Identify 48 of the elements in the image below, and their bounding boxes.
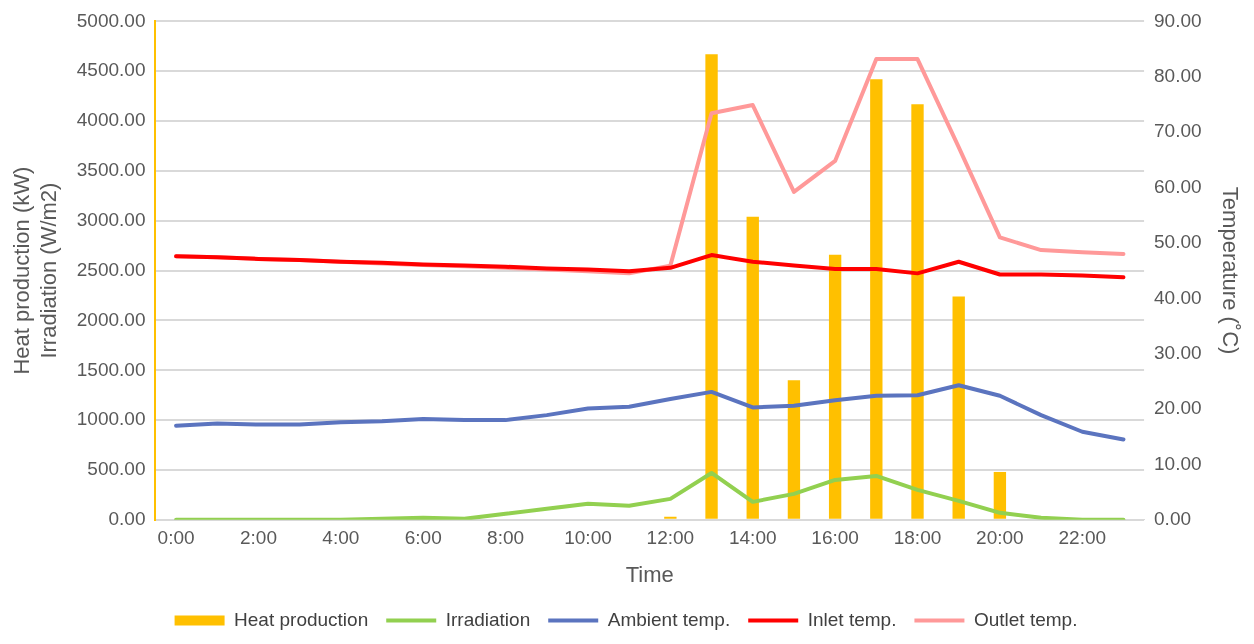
y-tick-label: 4500.00 [76, 59, 146, 81]
y2-tick-label: 90.00 [1154, 9, 1202, 31]
x-axis-title: Time [625, 561, 674, 587]
x-tick-label: 2:00 [239, 527, 277, 549]
bar [787, 380, 801, 519]
x-tick-label: 6:00 [404, 527, 442, 549]
y-tick-label: 2500.00 [76, 258, 146, 280]
y2-tick-label: 80.00 [1154, 65, 1202, 87]
bar [952, 296, 965, 519]
y2-tick-label: 50.00 [1154, 231, 1202, 253]
y2-tick-label: 60.00 [1154, 175, 1202, 197]
legend-label: Ambient temp. [607, 608, 731, 630]
y2-tick-label: 0.00 [1154, 508, 1192, 530]
y-tick-label: 500.00 [87, 458, 146, 480]
bar [870, 79, 883, 519]
x-tick-label: 20:00 [976, 527, 1024, 549]
bar [705, 54, 718, 519]
x-tick-label: 12:00 [646, 527, 695, 549]
x-tick-label: 10:00 [564, 527, 612, 549]
legend-label: Heat production [234, 608, 369, 630]
x-tick-label: 8:00 [487, 527, 525, 549]
x-tick-label: 22:00 [1058, 527, 1107, 549]
y2-tick-label: 70.00 [1154, 120, 1202, 142]
x-tick-label: 18:00 [893, 527, 942, 549]
y2-tick-label: 40.00 [1154, 286, 1202, 308]
y-tick-label: 2000.00 [76, 308, 146, 330]
bar [828, 254, 842, 519]
y-tick-label: 3500.00 [76, 159, 146, 181]
legend-label: Irradiation [445, 608, 531, 630]
bar [746, 216, 759, 519]
y-tick-label: 1000.00 [76, 408, 146, 430]
y-tick-label: 3000.00 [76, 208, 146, 230]
x-tick-label: 16:00 [811, 527, 859, 549]
y-tick-label: 1500.00 [76, 358, 146, 380]
y-tick-label: 4000.00 [76, 109, 146, 131]
y2-tick-label: 30.00 [1154, 341, 1202, 363]
x-tick-label: 14:00 [728, 527, 777, 549]
x-tick-label: 0:00 [157, 527, 195, 549]
y2-tick-label: 10.00 [1154, 452, 1202, 474]
y2-axis-title: Temperature (˚C) [1217, 186, 1243, 355]
y2-tick-label: 20.00 [1154, 397, 1202, 419]
legend-label: Inlet temp. [807, 608, 897, 630]
y-tick-label: 5000.00 [76, 9, 146, 31]
bar [911, 104, 924, 519]
y-axis-title: Heat production (kW) Irradiation (W/m2) [9, 166, 61, 375]
x-tick-label: 4:00 [322, 527, 360, 549]
y-tick-label: 0.00 [108, 508, 146, 530]
legend-label: Outlet temp. [973, 608, 1078, 630]
